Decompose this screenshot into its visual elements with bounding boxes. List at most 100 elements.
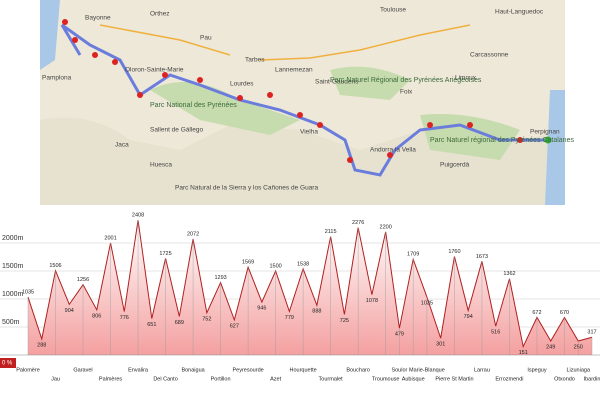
x-tick-label: Ispeguy (527, 367, 547, 373)
park-area (150, 82, 300, 135)
profile-line (27, 220, 593, 349)
map-label: Limoux (455, 75, 477, 82)
marker (387, 152, 393, 158)
park-area (330, 66, 410, 100)
marker (297, 112, 303, 118)
value-label: 1078 (366, 298, 378, 304)
map-label: Andorra la Vella (370, 147, 416, 154)
marker (267, 92, 273, 98)
value-label: 301 (436, 342, 445, 348)
marker (347, 157, 353, 163)
atlantic (40, 0, 60, 70)
x-tick-label: Garavel (73, 367, 92, 373)
annotation: 0 % (2, 361, 13, 367)
x-tick-label: Palmères (99, 376, 122, 382)
value-label: 1035 (22, 289, 34, 295)
marker (112, 59, 118, 65)
x-tick-label: Errozmendi (495, 376, 523, 382)
value-label: 779 (285, 315, 294, 321)
value-label: 946 (257, 305, 266, 311)
map-label: Tarbes (245, 57, 265, 64)
x-tick-label: Jau (51, 376, 60, 382)
y-tick-label: 500m (2, 319, 20, 326)
x-tick-label: Hourquette (290, 367, 317, 373)
value-label: 1725 (159, 251, 171, 257)
x-tick-label: Pierre St Martin (435, 376, 473, 382)
map-label: Parc Natural de la Sierra y los Cañones … (175, 185, 318, 192)
map-label: Oloron-Sainte-Marie (125, 67, 184, 74)
map-label: Perpignan (530, 129, 560, 136)
x-tick-label: Peyresourde (233, 367, 264, 373)
value-label: 806 (92, 313, 101, 319)
y-tick-label: 2000m (2, 235, 24, 242)
map-label: Saint-Gaudens (315, 79, 359, 86)
marker (517, 137, 523, 143)
value-label: 2072 (187, 231, 199, 237)
value-label: 1760 (448, 249, 460, 255)
marker (62, 19, 68, 25)
value-label: 2001 (104, 235, 116, 241)
map-label: Lourdes (230, 81, 254, 88)
x-tick-label: Boucharo (346, 367, 370, 373)
value-label: 776 (120, 315, 129, 321)
map-label: Jaca (115, 142, 129, 149)
value-label: 516 (491, 330, 500, 336)
value-label: 888 (312, 309, 321, 315)
value-label: 904 (65, 308, 74, 314)
value-label: 794 (464, 314, 473, 320)
marker (137, 92, 143, 98)
x-tick-label: Azet (270, 376, 281, 382)
elevation-chart: 500m 1000m 1500m 2000m 1035 Palomère 288 1506 Ja… (0, 213, 600, 382)
value-label: 2115 (325, 229, 337, 235)
value-label: 1293 (214, 275, 226, 281)
value-label: 670 (560, 310, 569, 316)
map-label: Vielha (300, 129, 318, 136)
x-tick-label: Otxondo (554, 376, 575, 382)
x-tick-label: Troumouse (372, 376, 400, 382)
x-tick-label: Ibardin (584, 376, 600, 382)
x-tick-label: Bonaigua (181, 367, 205, 373)
value-label: 2276 (352, 220, 364, 226)
marker (197, 77, 203, 83)
map-label: Sallent de Gállego (150, 127, 204, 134)
map-label: Pamplona (42, 75, 72, 82)
x-tick-label: Del Canto (153, 376, 177, 382)
value-label: 689 (175, 320, 184, 326)
value-label: 1506 (49, 263, 61, 269)
value-label: 151 (519, 350, 528, 356)
value-label: 2408 (132, 213, 144, 219)
map-label: Carcassonne (470, 52, 509, 59)
map-label: Toulouse (380, 7, 406, 14)
map-label: Huesca (150, 162, 172, 169)
marker-end (544, 136, 552, 144)
map-label: Bayonne (85, 15, 111, 22)
map-label: Puigcerdà (440, 162, 470, 169)
x-tick-label: Portillon (211, 376, 231, 382)
value-label: 249 (546, 345, 555, 351)
value-label: 1362 (503, 271, 515, 277)
x-tick-label: Larrau (474, 367, 490, 373)
map-label: Parc Naturel régional des Pyrénées Catal… (430, 137, 574, 144)
marker (72, 37, 78, 43)
y-tick-label: 1000m (2, 291, 24, 298)
map-label: Orthez (150, 11, 170, 18)
x-tick-label: Soulor (391, 367, 407, 373)
x-tick-label: Lizuniaga (566, 367, 590, 373)
value-label: 1538 (297, 261, 309, 267)
value-label: 1569 (242, 260, 254, 266)
x-tick-label: Marie-Blanque (409, 367, 445, 373)
map-label: Haut-Languedoc (495, 9, 544, 16)
value-label: 672 (532, 310, 541, 316)
mediterranean (545, 90, 565, 205)
value-label: 752 (202, 316, 211, 322)
y-tick-label: 1500m (2, 263, 24, 270)
annotation-box (0, 358, 16, 368)
value-label: 627 (230, 323, 239, 329)
marker (162, 72, 168, 78)
marker (237, 95, 243, 101)
marker (467, 122, 473, 128)
x-tick-label: Palomère (16, 367, 40, 373)
marker (427, 122, 433, 128)
map-label: Lannemezan (275, 67, 313, 74)
